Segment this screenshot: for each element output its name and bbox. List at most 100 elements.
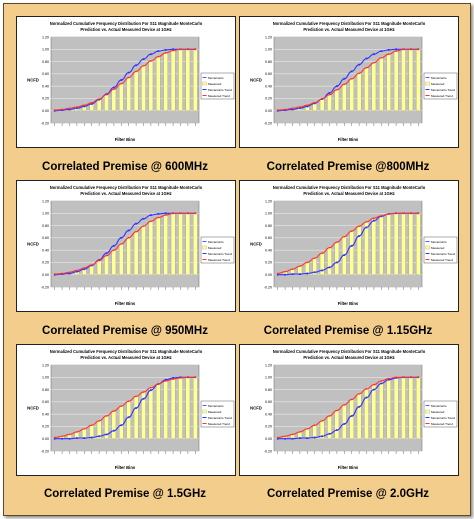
point-montecarlo (127, 71, 130, 74)
bar-measured (386, 378, 391, 439)
point-measured (157, 216, 160, 219)
bar-measured (386, 213, 391, 275)
legend-swatch (425, 409, 430, 414)
point-montecarlo (135, 222, 137, 225)
y-tick-label: 0.40 (265, 412, 272, 416)
point-montecarlo (142, 217, 145, 220)
point-montecarlo (291, 108, 294, 111)
point-measured (380, 57, 383, 59)
chart-title-line1: Normalized Cumulative Frequency Distribu… (50, 185, 203, 190)
point-measured (194, 48, 197, 51)
point-montecarlo (90, 103, 93, 105)
chart-panel-6: Normalized Cumulative Frequency Distribu… (239, 344, 459, 476)
point-montecarlo (164, 49, 167, 51)
bar-measured (178, 377, 183, 439)
bar-measured (416, 377, 421, 439)
point-montecarlo (343, 423, 346, 425)
bar-measured (386, 54, 391, 111)
point-measured (336, 241, 338, 243)
y-tick-label: 1.00 (265, 48, 272, 52)
bar-measured (156, 217, 161, 275)
y-tick-label: 0.80 (265, 224, 272, 228)
point-measured (373, 62, 375, 64)
point-measured (410, 376, 412, 379)
point-montecarlo (113, 86, 115, 89)
point-montecarlo (336, 85, 338, 88)
x-axis-label: Filter Bins (338, 301, 359, 306)
y-tick-label: 0.60 (42, 72, 49, 76)
point-montecarlo (299, 107, 301, 110)
point-montecarlo (373, 53, 375, 56)
point-measured (150, 386, 152, 389)
point-montecarlo (373, 388, 375, 391)
point-montecarlo (350, 415, 353, 417)
y-tick-label: 0.20 (42, 425, 49, 429)
point-montecarlo (336, 429, 338, 432)
y-tick-label: 1.20 (42, 199, 49, 203)
y-tick-label: 0.40 (42, 412, 49, 416)
point-measured (380, 380, 383, 382)
bar-measured (141, 65, 146, 111)
point-montecarlo (90, 436, 93, 439)
point-montecarlo (299, 273, 301, 275)
line-measured-trend (277, 48, 419, 111)
bar-measured (416, 49, 421, 111)
bar-measured (178, 49, 183, 111)
point-measured (157, 383, 160, 385)
point-measured (83, 428, 86, 430)
point-measured (142, 65, 145, 67)
point-measured (284, 108, 286, 111)
point-measured (387, 53, 390, 55)
point-measured (172, 212, 174, 215)
point-montecarlo (291, 273, 294, 275)
point-montecarlo (142, 397, 145, 400)
point-measured (387, 213, 390, 215)
bar-measured (185, 49, 191, 111)
y-tick-label: 0.80 (42, 224, 49, 228)
point-montecarlo (142, 58, 145, 61)
point-measured (358, 72, 360, 75)
point-montecarlo (299, 437, 301, 439)
point-montecarlo (164, 378, 167, 381)
bar-measured (364, 221, 369, 275)
bar-measured (319, 98, 325, 111)
bar-measured (163, 214, 168, 275)
point-montecarlo (68, 437, 71, 440)
bar-measured (178, 213, 183, 275)
point-measured (350, 398, 353, 401)
chart-svg: Normalized Cumulative Frequency Distribu… (27, 349, 235, 470)
point-measured (402, 212, 405, 215)
chart-title-line2: Prediction vs. Actual Measured Device at… (80, 191, 171, 196)
chart-panel-2: Normalized Cumulative Frequency Distribu… (239, 16, 459, 148)
chart-panel-1: Normalized Cumulative Frequency Distribu… (16, 16, 236, 148)
point-measured (299, 431, 301, 433)
point-montecarlo (328, 266, 331, 269)
bar-measured (393, 377, 399, 439)
bar-measured (170, 50, 176, 111)
y-tick-label: 0.20 (265, 425, 272, 429)
point-montecarlo (150, 53, 152, 56)
legend-label: MonteCarlo (208, 76, 224, 80)
y-tick-label: 0.40 (265, 248, 272, 252)
y-tick-label: 0.00 (42, 437, 49, 441)
bar-measured (393, 213, 399, 275)
point-measured (350, 77, 353, 80)
bar-measured (371, 62, 377, 111)
bar-measured (327, 415, 332, 439)
point-measured (172, 378, 174, 380)
point-montecarlo (157, 213, 160, 215)
point-montecarlo (395, 48, 397, 51)
point-measured (187, 48, 189, 51)
legend-swatch (202, 81, 207, 86)
chart-title-line1: Normalized Cumulative Frequency Distribu… (273, 185, 426, 190)
point-montecarlo (120, 236, 123, 239)
bar-measured (148, 387, 154, 439)
y-tick-label: 1.20 (265, 199, 272, 203)
y-tick-label: 0.20 (265, 261, 272, 265)
point-measured (306, 428, 309, 430)
point-measured (53, 109, 56, 111)
point-measured (61, 108, 63, 111)
y-tick-label: 0.40 (42, 84, 49, 88)
point-measured (172, 49, 174, 52)
point-measured (98, 259, 100, 262)
